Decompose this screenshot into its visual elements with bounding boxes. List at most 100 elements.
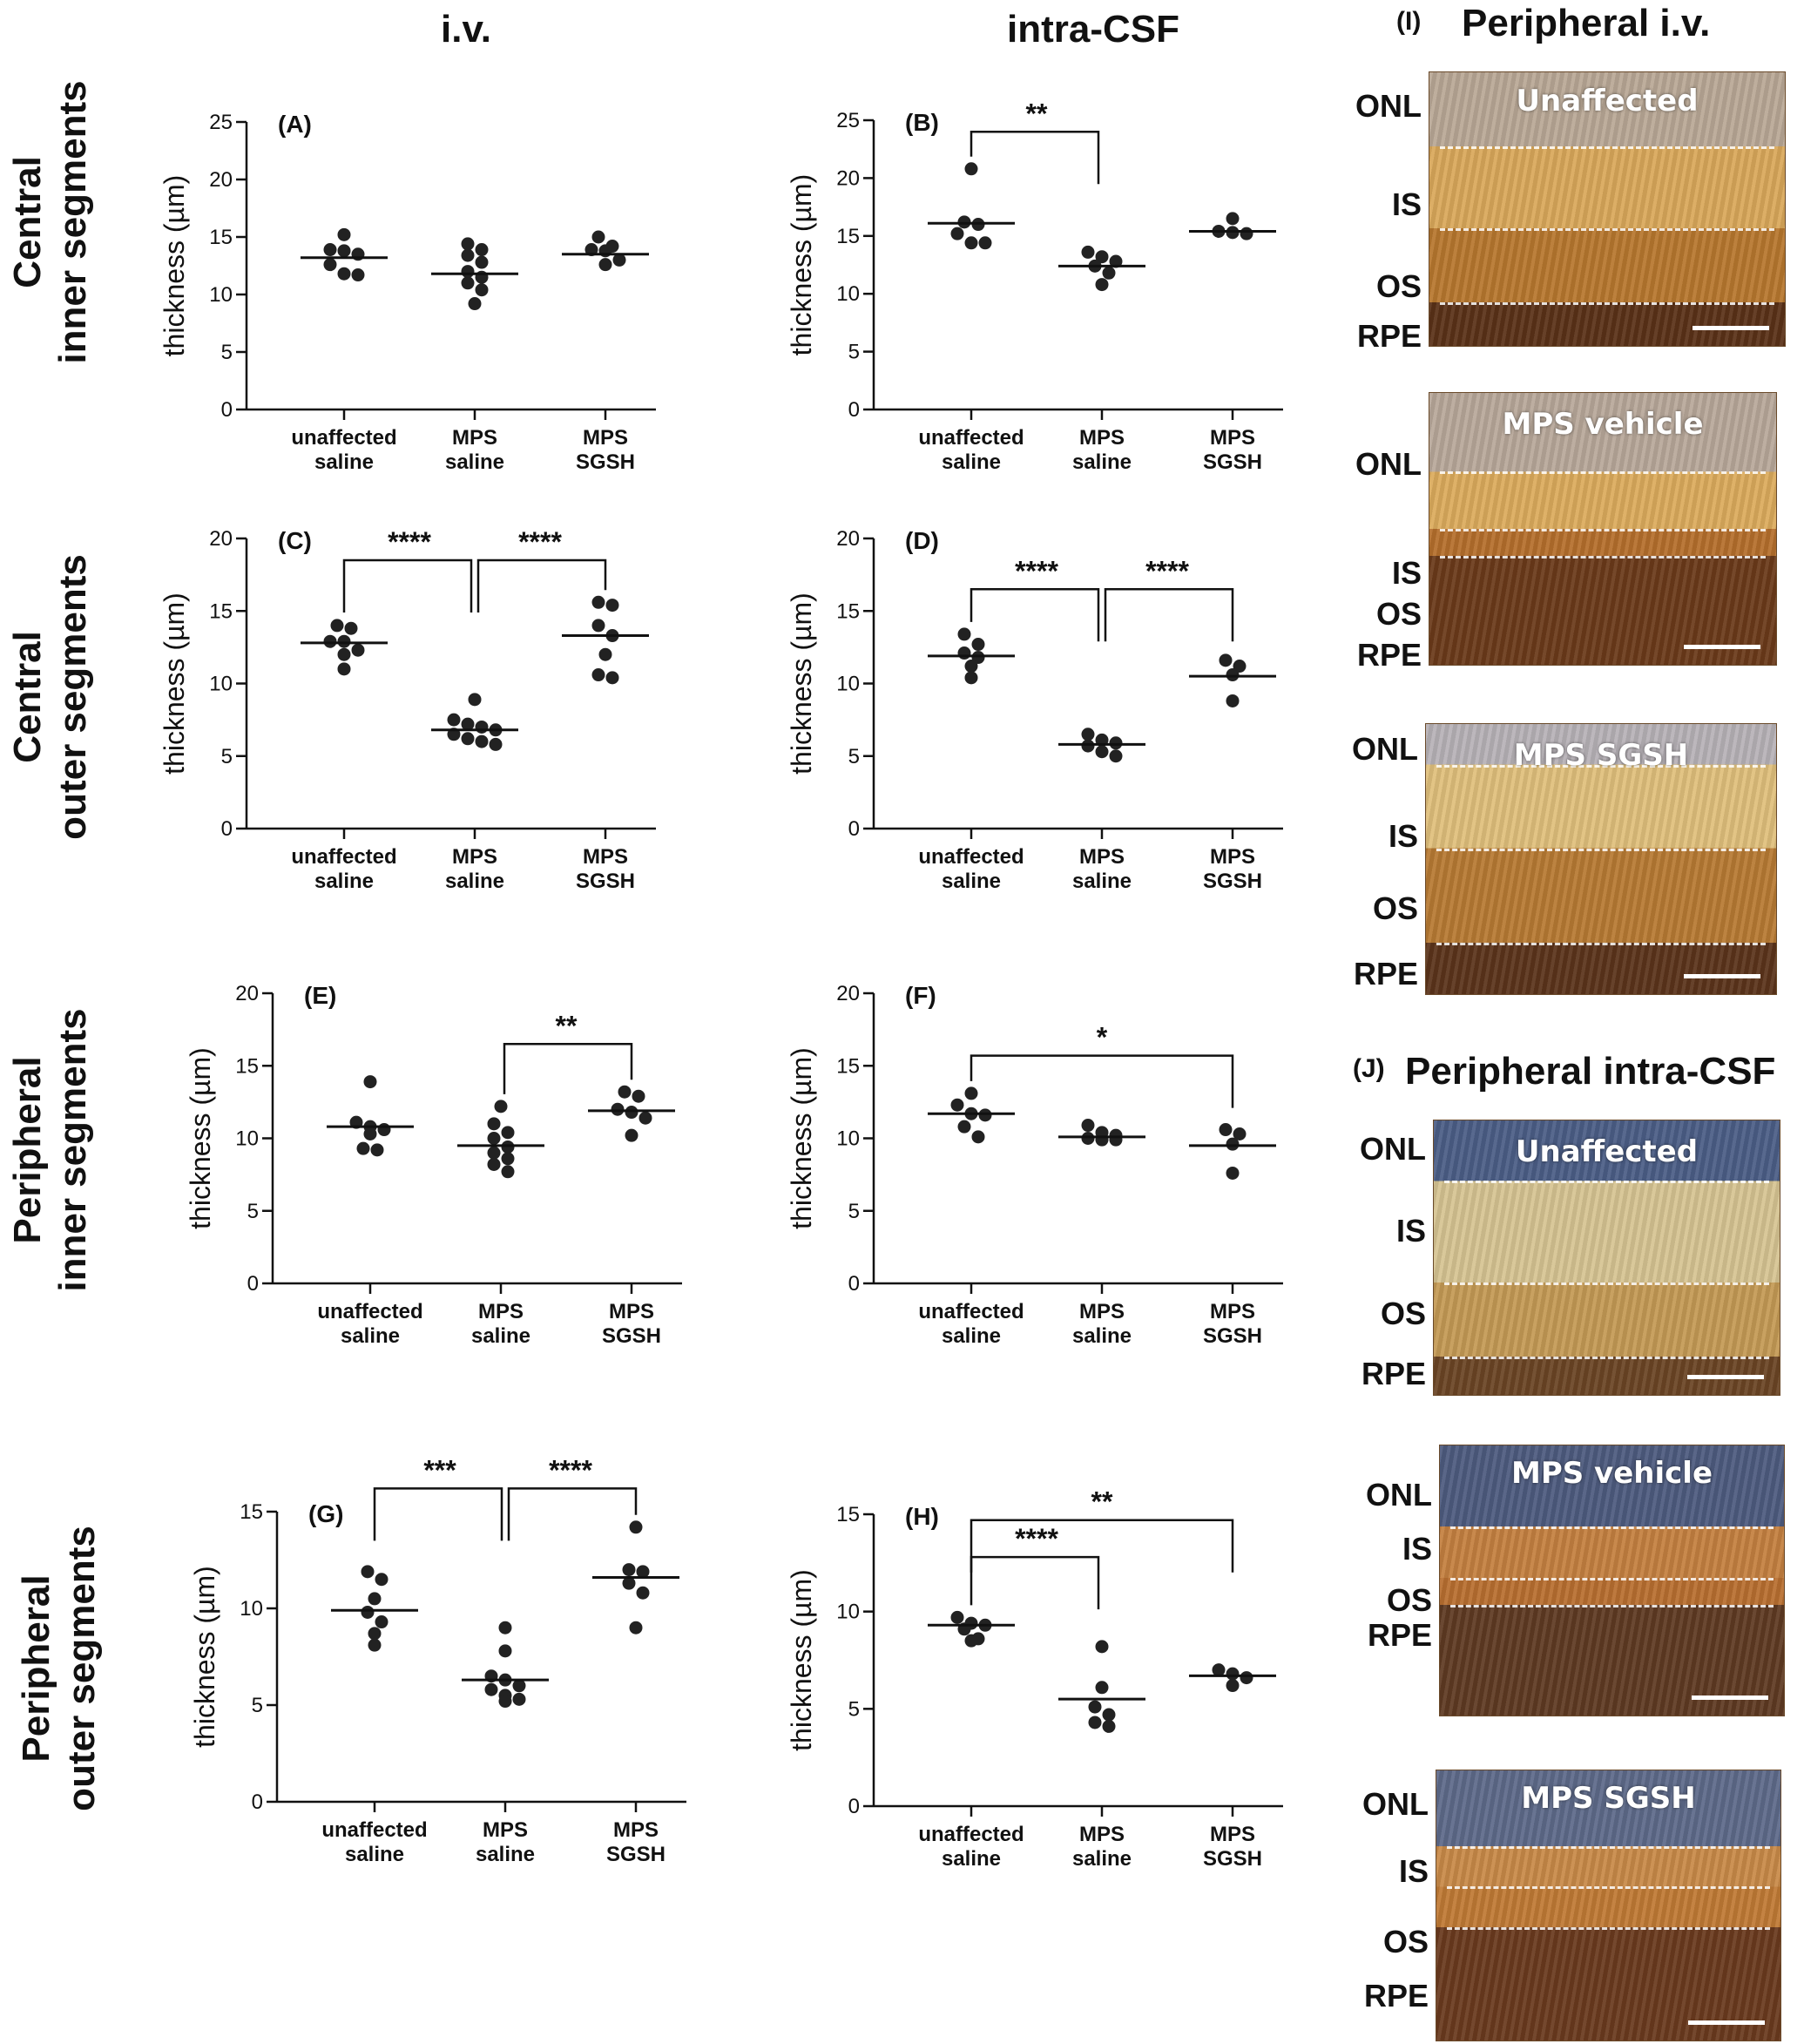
data-point — [1081, 739, 1095, 753]
layer-label-is: IS — [1391, 555, 1422, 592]
data-point — [337, 244, 351, 258]
data-point — [1081, 728, 1095, 741]
layer-boundary-dashed-line — [1436, 764, 1766, 768]
data-point — [323, 243, 337, 257]
significance-label: **** — [1015, 555, 1058, 586]
layer-label-rpe: RPE — [1356, 636, 1422, 673]
row-title-4-line-1: Peripheral — [15, 1574, 57, 1762]
significance-bracket — [503, 1043, 633, 1094]
data-point — [468, 297, 482, 311]
significance-label: **** — [1015, 1523, 1058, 1554]
significance-bracket — [970, 588, 1100, 642]
image-panel-i-heading: Peripheral i.v. — [1462, 2, 1711, 44]
y-tick-label: 0 — [221, 398, 233, 422]
data-point — [591, 230, 605, 244]
data-point — [1233, 660, 1247, 673]
data-point — [978, 1108, 992, 1122]
data-point — [447, 713, 461, 727]
data-point — [344, 621, 358, 635]
data-point — [591, 595, 605, 609]
layer-label-is: IS — [1402, 1531, 1432, 1567]
significance-bracket — [1104, 588, 1234, 642]
row-title-1: Central inner segments — [6, 80, 94, 363]
data-point — [591, 668, 605, 682]
data-point — [375, 1573, 389, 1587]
x-tick-label: MPS — [1210, 845, 1255, 869]
panel-label: (E) — [304, 982, 336, 1009]
x-tick-label: MPS — [452, 426, 497, 450]
layer-label-onl: ONL — [1355, 446, 1422, 483]
data-point — [964, 1086, 978, 1100]
data-point — [337, 662, 351, 676]
row-title-2-line-1: Central — [6, 631, 49, 763]
row-title-4-line-2: outer segments — [60, 1526, 103, 1811]
data-point — [356, 1141, 370, 1155]
data-point — [1081, 245, 1095, 259]
data-point — [591, 619, 605, 633]
data-point — [629, 1520, 643, 1534]
x-tick-label: SGSH — [576, 450, 635, 474]
row-title-3-line-2: inner segments — [51, 1008, 94, 1291]
panel-label: (G) — [308, 1500, 343, 1527]
data-point — [1088, 1700, 1102, 1714]
scale-bar — [1692, 1695, 1768, 1700]
y-axis-title: thickness (µm) — [185, 1047, 216, 1229]
data-point — [1226, 212, 1240, 226]
data-point — [501, 1140, 515, 1154]
data-point — [605, 671, 619, 685]
data-point — [1226, 1679, 1240, 1693]
y-tick-label: 20 — [235, 982, 259, 1005]
data-point — [611, 1102, 625, 1116]
x-tick-label: SGSH — [1203, 870, 1262, 893]
y-tick-label: 20 — [836, 982, 860, 1005]
layer-label-os: OS — [1382, 1923, 1429, 1959]
x-tick-label: saline — [476, 1843, 535, 1866]
row-title-1-line-2: inner segments — [51, 80, 94, 363]
x-tick-label: saline — [942, 870, 1001, 893]
significance-label: ** — [1026, 98, 1048, 129]
significance-bracket — [507, 1487, 638, 1541]
data-point — [498, 1695, 512, 1709]
y-axis-title: thickness (µm) — [159, 592, 190, 775]
data-point — [337, 634, 351, 648]
y-tick-label: 5 — [247, 1200, 259, 1223]
data-point — [337, 647, 351, 661]
layer-label-rpe: RPE — [1361, 1355, 1426, 1391]
data-point — [964, 236, 978, 250]
row-title-1-line-1: Central — [6, 156, 49, 288]
y-tick-label: 15 — [836, 1503, 860, 1526]
data-point — [351, 268, 365, 282]
data-point — [971, 1130, 985, 1144]
layer-label-os: OS — [1375, 596, 1422, 632]
layer-label-is: IS — [1398, 1853, 1429, 1890]
y-tick-label: 15 — [235, 1054, 259, 1078]
data-point — [636, 1565, 650, 1579]
y-tick-label: 10 — [836, 1601, 860, 1624]
data-point — [950, 1098, 964, 1112]
significance-bracket — [373, 1487, 503, 1541]
x-tick-label: saline — [1072, 450, 1132, 474]
data-point — [461, 276, 475, 290]
x-tick-label: unaffected — [918, 845, 1024, 869]
x-tick-label: saline — [445, 870, 504, 893]
data-point — [375, 1615, 389, 1629]
y-axis-title: thickness (µm) — [786, 174, 817, 356]
y-tick-label: 15 — [836, 599, 860, 623]
layer-boundary-dashed-line — [1439, 471, 1767, 475]
data-point — [461, 248, 475, 262]
x-tick-label: saline — [345, 1843, 404, 1866]
data-point — [957, 627, 971, 641]
significance-label: **** — [549, 1454, 592, 1486]
micrograph-j-1: Unaffected — [1433, 1120, 1780, 1396]
scale-bar — [1693, 326, 1769, 330]
y-axis-title: thickness (µm) — [189, 1566, 220, 1748]
y-tick-label: 5 — [848, 341, 860, 364]
data-point — [330, 619, 344, 633]
layer-boundary-dashed-line — [1439, 529, 1767, 531]
y-tick-label: 0 — [221, 817, 233, 841]
data-point — [1109, 1133, 1123, 1147]
y-tick-label: 10 — [235, 1127, 259, 1151]
data-point — [512, 1679, 526, 1693]
